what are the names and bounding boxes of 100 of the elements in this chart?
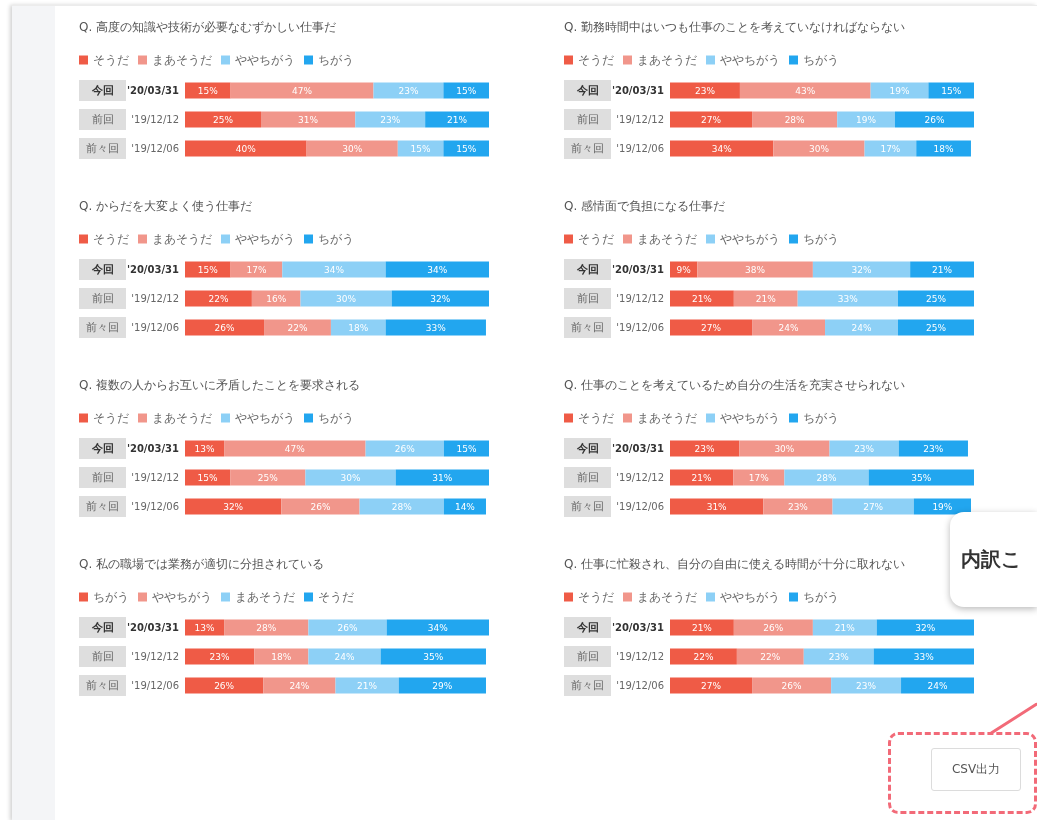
y-tick-label: 今回 (575, 263, 599, 276)
y2-tick-label: '19/12/12 (131, 651, 179, 662)
data-label: 22% (287, 322, 308, 333)
data-label: 27% (863, 501, 884, 512)
data-label: 24% (289, 680, 310, 691)
y2-tick-label: '19/12/12 (131, 293, 179, 304)
legend-label: そうだ (578, 53, 614, 67)
data-label: 33% (425, 322, 447, 333)
legend-label: そうだ (93, 232, 129, 246)
y-tick-label: 今回 (575, 621, 599, 634)
y2-tick-label: '20/03/31 (126, 85, 180, 96)
y-tick-label: 今回 (90, 263, 114, 276)
data-label: 21% (357, 680, 378, 691)
bar (898, 319, 974, 336)
data-label: 27% (701, 322, 722, 333)
data-label: 30% (336, 293, 357, 304)
y2-tick-label: '19/12/12 (616, 472, 664, 483)
y-tick-label: 前回 (91, 113, 114, 126)
data-label: 28% (256, 622, 277, 633)
bar (185, 290, 252, 307)
data-label: 33% (837, 293, 859, 304)
bar (359, 498, 444, 515)
data-label: 26% (214, 680, 235, 691)
data-label: 34% (427, 264, 448, 275)
data-label: 30% (808, 143, 830, 154)
legend-label: ややちがう (720, 590, 780, 604)
data-label: 34% (427, 622, 449, 633)
bar (308, 619, 387, 636)
y-tick-label: 前々回 (571, 321, 604, 334)
bar (670, 677, 753, 694)
data-label: 23% (787, 501, 809, 512)
y-tick-label: 前回 (91, 650, 114, 663)
data-label: 21% (691, 622, 713, 633)
bar (670, 440, 740, 457)
data-label: 28% (391, 501, 413, 512)
legend-label: そうだ (578, 411, 614, 425)
y-tick-label: 前回 (91, 471, 114, 484)
data-label: 23% (923, 443, 944, 454)
data-label: 15% (197, 85, 219, 96)
y-tick-label: 今回 (90, 621, 114, 634)
data-label: 26% (337, 622, 358, 633)
bar (797, 290, 898, 307)
y2-tick-label: '19/12/12 (616, 293, 664, 304)
data-label: 30% (774, 443, 795, 454)
data-label: 19% (932, 501, 953, 512)
chart-title: Q. 仕事に忙殺され、自分の自由に使える時間が十分に取れない (564, 557, 906, 571)
y-tick-label: 前回 (576, 471, 599, 484)
data-label: 23% (854, 443, 875, 454)
bar (829, 440, 899, 457)
bar (784, 469, 869, 486)
y2-tick-label: '19/12/06 (131, 501, 179, 512)
legend-label: ちがう (318, 232, 354, 246)
csv-button: CSV出力 (931, 748, 1021, 791)
y2-tick-label: '19/12/12 (131, 472, 179, 483)
data-label: 21% (691, 472, 713, 483)
bar (739, 440, 830, 457)
bar (391, 290, 489, 307)
data-label: 24% (334, 651, 355, 662)
y2-tick-label: '20/03/31 (126, 443, 180, 454)
chart-title: Q. 高度の知識や技術が必要なむずかしい仕事だ (79, 20, 337, 34)
legend-label: ちがう (318, 53, 354, 67)
bar (385, 319, 486, 336)
y2-tick-label: '19/12/12 (616, 114, 664, 125)
chart-title: Q. 私の職場では業務が適切に分担されている (79, 557, 325, 571)
legend-label: ちがう (803, 590, 839, 604)
callout-box: 内訳こ (950, 512, 1037, 607)
data-label: 22% (208, 293, 229, 304)
data-label: 25% (925, 322, 947, 333)
y2-tick-label: '20/03/31 (611, 443, 665, 454)
data-label: 32% (851, 264, 872, 275)
bar (306, 140, 398, 157)
data-label: 25% (925, 293, 947, 304)
bar (910, 261, 974, 278)
bar (876, 619, 974, 636)
bar (832, 498, 914, 515)
legend-label: ややちがう (152, 590, 212, 604)
bar (230, 82, 374, 99)
data-label: 18% (271, 651, 292, 662)
y2-tick-label: '19/12/06 (616, 680, 664, 691)
legend-label: ちがう (803, 53, 839, 67)
chart-title: Q. 勤務時間中はいつも仕事のことを考えていなければならない (564, 20, 906, 34)
bar (894, 111, 974, 128)
bar (264, 319, 331, 336)
data-label: 43% (795, 85, 816, 96)
y2-tick-label: '19/12/06 (616, 322, 664, 333)
data-label: 22% (760, 651, 781, 662)
data-label: 17% (748, 472, 770, 483)
y2-tick-label: '19/12/12 (131, 114, 179, 125)
data-label: 15% (456, 85, 477, 96)
y-tick-label: 前々回 (571, 500, 604, 513)
y-tick-label: 前々回 (86, 679, 119, 692)
bar (224, 619, 309, 636)
bar (697, 261, 813, 278)
legend-label: ちがう (318, 411, 354, 425)
data-label: 38% (745, 264, 766, 275)
bar (308, 648, 381, 665)
data-label: 13% (194, 443, 216, 454)
data-label: 47% (292, 85, 313, 96)
data-label: 27% (701, 680, 722, 691)
bar (773, 140, 865, 157)
